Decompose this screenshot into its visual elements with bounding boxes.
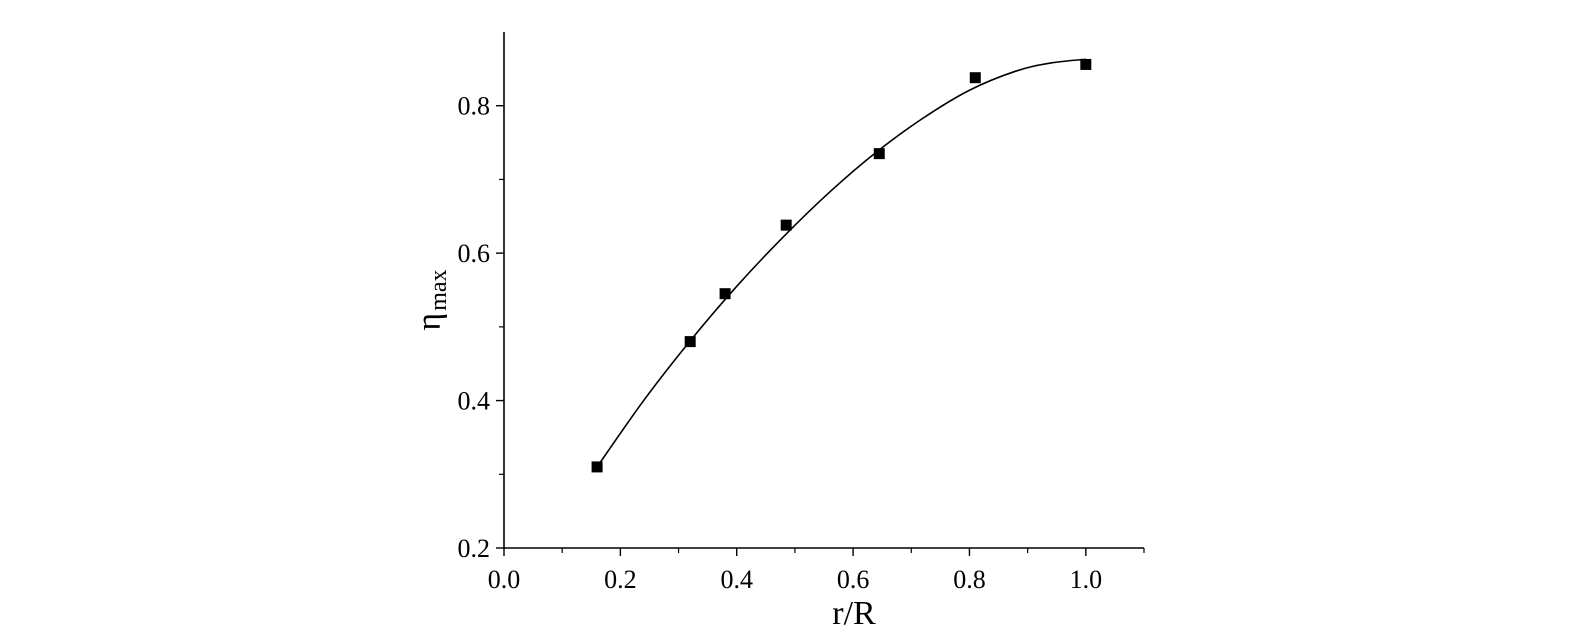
y-tick-label: 0.2 [458,534,491,563]
x-tick-label: 0.8 [953,565,986,594]
x-tick-label: 0.6 [837,565,870,594]
fit-curve [596,58,1086,468]
y-axis-title-main: η [411,313,448,331]
x-tick-label: 0.0 [488,565,521,594]
y-tick-label: 0.4 [458,387,491,416]
data-point [684,336,696,348]
y-axis-title: η max [411,269,452,330]
data-point [719,288,731,300]
data-point [969,72,981,84]
data-point [591,461,603,473]
data-point [780,219,792,231]
x-tick-label: 1.0 [1070,565,1103,594]
x-tick-label: 0.4 [720,565,753,594]
data-points [591,58,1092,473]
data-point [1080,58,1092,70]
y-axis-title-subscript: max [426,269,452,310]
x-tick-label: 0.2 [604,565,637,594]
ticks: 0.0 0.2 0.4 0.6 0.8 1.00.20.40.60.8 [458,92,1145,594]
y-tick-label: 0.6 [458,239,491,268]
y-tick-label: 0.8 [458,92,491,121]
data-point [873,148,885,160]
axes [503,32,1144,549]
x-axis-title: r/R [832,595,876,632]
